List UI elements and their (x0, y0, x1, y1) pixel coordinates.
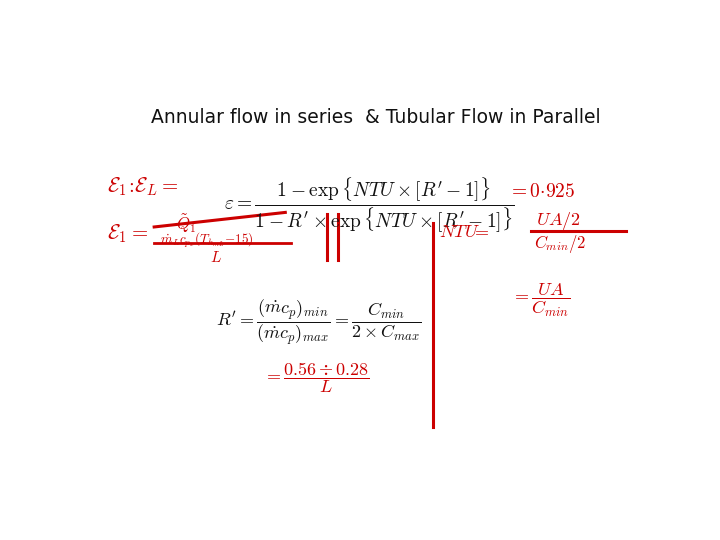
Text: $\varepsilon = \dfrac{1 - \exp\{NTU \times [R^{\prime} - 1]\}}{1 - R^{\prime} \t: $\varepsilon = \dfrac{1 - \exp\{NTU \tim… (224, 175, 514, 234)
Text: $\dot{m}_L c_{p_x}(T_{h_{mL}}{-}15)$: $\dot{m}_L c_{p_x}(T_{h_{mL}}{-}15)$ (160, 231, 253, 250)
Text: $\tilde{Q}_1$: $\tilde{Q}_1$ (176, 212, 197, 235)
Text: $\mathcal{E}_1 \!:\! \mathcal{E}_L =$: $\mathcal{E}_1 \!:\! \mathcal{E}_L =$ (107, 175, 178, 198)
Text: $C_{min}/2$: $C_{min}/2$ (534, 233, 585, 255)
Text: $L$: $L$ (210, 250, 222, 265)
Text: Annular flow in series  & Tubular Flow in Parallel: Annular flow in series & Tubular Flow in… (151, 109, 601, 127)
Text: $\mathcal{E}_1 =$: $\mathcal{E}_1 =$ (107, 223, 148, 245)
Text: $UA/2$: $UA/2$ (536, 210, 582, 232)
Text: $R' = \dfrac{(\dot{m}c_p)_{min}}{(\dot{m}c_p)_{max}} = \dfrac{C_{min}}{2 \times : $R' = \dfrac{(\dot{m}c_p)_{min}}{(\dot{m… (215, 298, 421, 347)
Text: $= \dfrac{0.56 \div 0.28}{L}$: $= \dfrac{0.56 \div 0.28}{L}$ (263, 360, 370, 395)
Text: $NTU\!\!=\!\!$: $NTU\!\!=\!\!$ (438, 223, 489, 241)
Text: $= 0{\cdot}925$: $= 0{\cdot}925$ (508, 183, 576, 201)
Text: $= \dfrac{UA}{C_{min}}$: $= \dfrac{UA}{C_{min}}$ (511, 281, 571, 319)
